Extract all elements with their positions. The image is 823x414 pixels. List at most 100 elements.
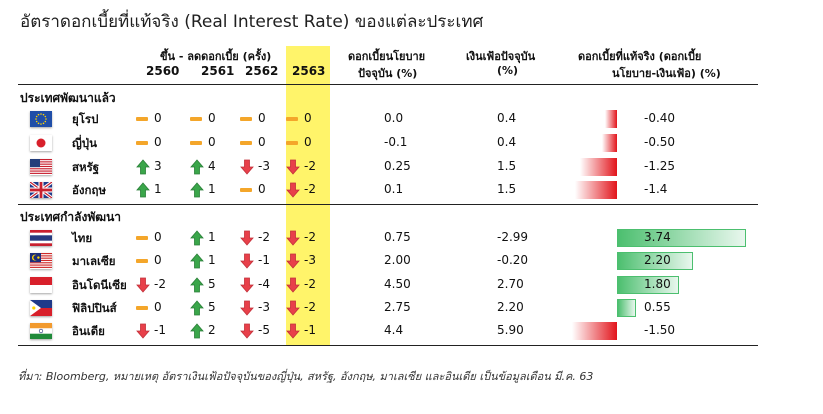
rate-change-cell-2562: -3 <box>240 299 284 317</box>
rate-change-cell-2563: -2 <box>286 229 330 247</box>
real-rate-bar <box>579 158 617 176</box>
real-rate-value: -1.50 <box>644 323 676 337</box>
rate-change-value: -3 <box>304 253 316 267</box>
rate-change-cell-2561: 5 <box>190 276 234 294</box>
rate-change-value: 0 <box>258 135 266 149</box>
arrow-down-icon <box>286 253 300 269</box>
rate-change-value: -1 <box>154 323 166 337</box>
malaysia-flag <box>30 253 52 269</box>
arrow-down-icon <box>240 277 254 293</box>
rate-change-cell-2560: -1 <box>136 322 180 340</box>
real-rate-value: -1.4 <box>644 182 668 196</box>
no-change-icon <box>240 141 252 145</box>
inflation-value: 2.20 <box>497 300 524 314</box>
policy-rate-value: 2.00 <box>384 253 411 267</box>
policy-rate-value: 0.1 <box>384 182 404 196</box>
header-rate-changes: ขึ้น - ลดดอกเบี้ย (ครั้ง) <box>160 50 272 63</box>
rate-change-value: 0 <box>154 300 162 314</box>
inflation-value: -2.99 <box>497 230 529 244</box>
source-note: ที่มา: Bloomberg, หมายเหตุ อัตราเงินเฟ้อ… <box>18 370 594 383</box>
arrow-up-icon <box>190 159 204 175</box>
rate-change-value: 2 <box>208 323 216 337</box>
policy-rate-value: 2.75 <box>384 300 411 314</box>
arrow-down-icon <box>286 277 300 293</box>
country-name: สหรัฐ <box>72 160 100 174</box>
india-flag <box>30 323 52 339</box>
real-rate-bar <box>617 252 693 270</box>
header-divider <box>18 84 758 85</box>
rate-change-value: 0 <box>304 135 312 149</box>
rate-change-value: -2 <box>154 277 166 291</box>
country-name: มาเลเซีย <box>72 254 116 268</box>
policy-rate-value: -0.1 <box>384 135 408 149</box>
real-rate-value: 1.80 <box>644 277 671 291</box>
section-developed: ประเทศพัฒนาแล้ว <box>20 91 116 105</box>
arrow-up-icon <box>136 182 150 198</box>
no-change-icon <box>190 117 202 121</box>
rate-change-value: -5 <box>258 323 270 337</box>
no-change-icon <box>240 188 252 192</box>
rate-change-cell-2562: -4 <box>240 276 284 294</box>
rate-change-value: -3 <box>258 300 270 314</box>
rate-change-value: 5 <box>208 300 216 314</box>
rate-change-cell-2563: -2 <box>286 181 330 199</box>
header-inflation-line2: (%) <box>497 64 519 77</box>
real-rate-value: -0.50 <box>644 135 676 149</box>
rate-change-cell-2560: 3 <box>136 158 180 176</box>
real-rate-value: 2.20 <box>644 253 671 267</box>
no-change-icon <box>136 236 148 240</box>
rate-change-cell-2561: 4 <box>190 158 234 176</box>
rate-change-cell-2562: 0 <box>240 110 284 128</box>
real-rate-bar <box>572 322 617 340</box>
rate-change-cell-2562: -5 <box>240 322 284 340</box>
rate-change-value: 1 <box>208 253 216 267</box>
real-rate-bar <box>605 110 617 128</box>
policy-rate-value: 4.4 <box>384 323 404 337</box>
header-real-rate-line1: ดอกเบี้ยที่แท้จริง (ดอกเบี้ย <box>578 50 702 63</box>
rate-change-cell-2560: 0 <box>136 252 180 270</box>
arrow-down-icon <box>286 323 300 339</box>
rate-change-cell-2563: -3 <box>286 252 330 270</box>
section-divider <box>18 204 758 205</box>
header-real-rate-line2: นโยบาย-เงินเฟ้อ) (%) <box>612 67 721 80</box>
real-rate-value: -0.40 <box>644 111 676 125</box>
country-name: ยุโรป <box>72 112 99 126</box>
header-policy-rate-line1: ดอกเบี้ยนโยบาย <box>348 50 426 63</box>
no-change-icon <box>136 259 148 263</box>
inflation-value: 0.4 <box>497 111 517 125</box>
no-change-icon <box>240 117 252 121</box>
rate-change-cell-2561: 2 <box>190 322 234 340</box>
rate-change-value: 5 <box>208 277 216 291</box>
rate-change-cell-2561: 1 <box>190 181 234 199</box>
year-header-2563: 2563 <box>292 64 326 78</box>
rate-change-value: -2 <box>304 159 316 173</box>
rate-change-value: 1 <box>208 182 216 196</box>
inflation-value: 5.90 <box>497 323 524 337</box>
arrow-down-icon <box>240 300 254 316</box>
year-header-2561: 2561 <box>201 64 235 78</box>
inflation-value: -0.20 <box>497 253 529 267</box>
country-name: อินเดีย <box>72 324 105 338</box>
inflation-value: 1.5 <box>497 182 517 196</box>
japan-flag <box>30 135 52 151</box>
uk-flag <box>30 182 52 198</box>
rate-change-value: 0 <box>258 111 266 125</box>
policy-rate-value: 4.50 <box>384 277 411 291</box>
rate-change-cell-2560: 0 <box>136 299 180 317</box>
indonesia-flag <box>30 277 52 293</box>
rate-change-cell-2562: 0 <box>240 134 284 152</box>
policy-rate-value: 0.75 <box>384 230 411 244</box>
country-name: อินโดนีเซีย <box>72 278 127 292</box>
rate-change-cell-2561: 0 <box>190 134 234 152</box>
rate-change-cell-2563: 0 <box>286 110 330 128</box>
rate-change-cell-2560: 0 <box>136 134 180 152</box>
rate-change-cell-2561: 5 <box>190 299 234 317</box>
rate-change-cell-2561: 0 <box>190 110 234 128</box>
page-title: อัตราดอกเบี้ยที่แท้จริง (Real Interest R… <box>20 12 484 32</box>
no-change-icon <box>136 306 148 310</box>
rate-change-cell-2563: 0 <box>286 134 330 152</box>
rate-change-value: -2 <box>304 277 316 291</box>
inflation-value: 0.4 <box>497 135 517 149</box>
section-developing: ประเทศกำลังพัฒนา <box>20 210 122 224</box>
real-rate-value: 3.74 <box>644 230 671 244</box>
